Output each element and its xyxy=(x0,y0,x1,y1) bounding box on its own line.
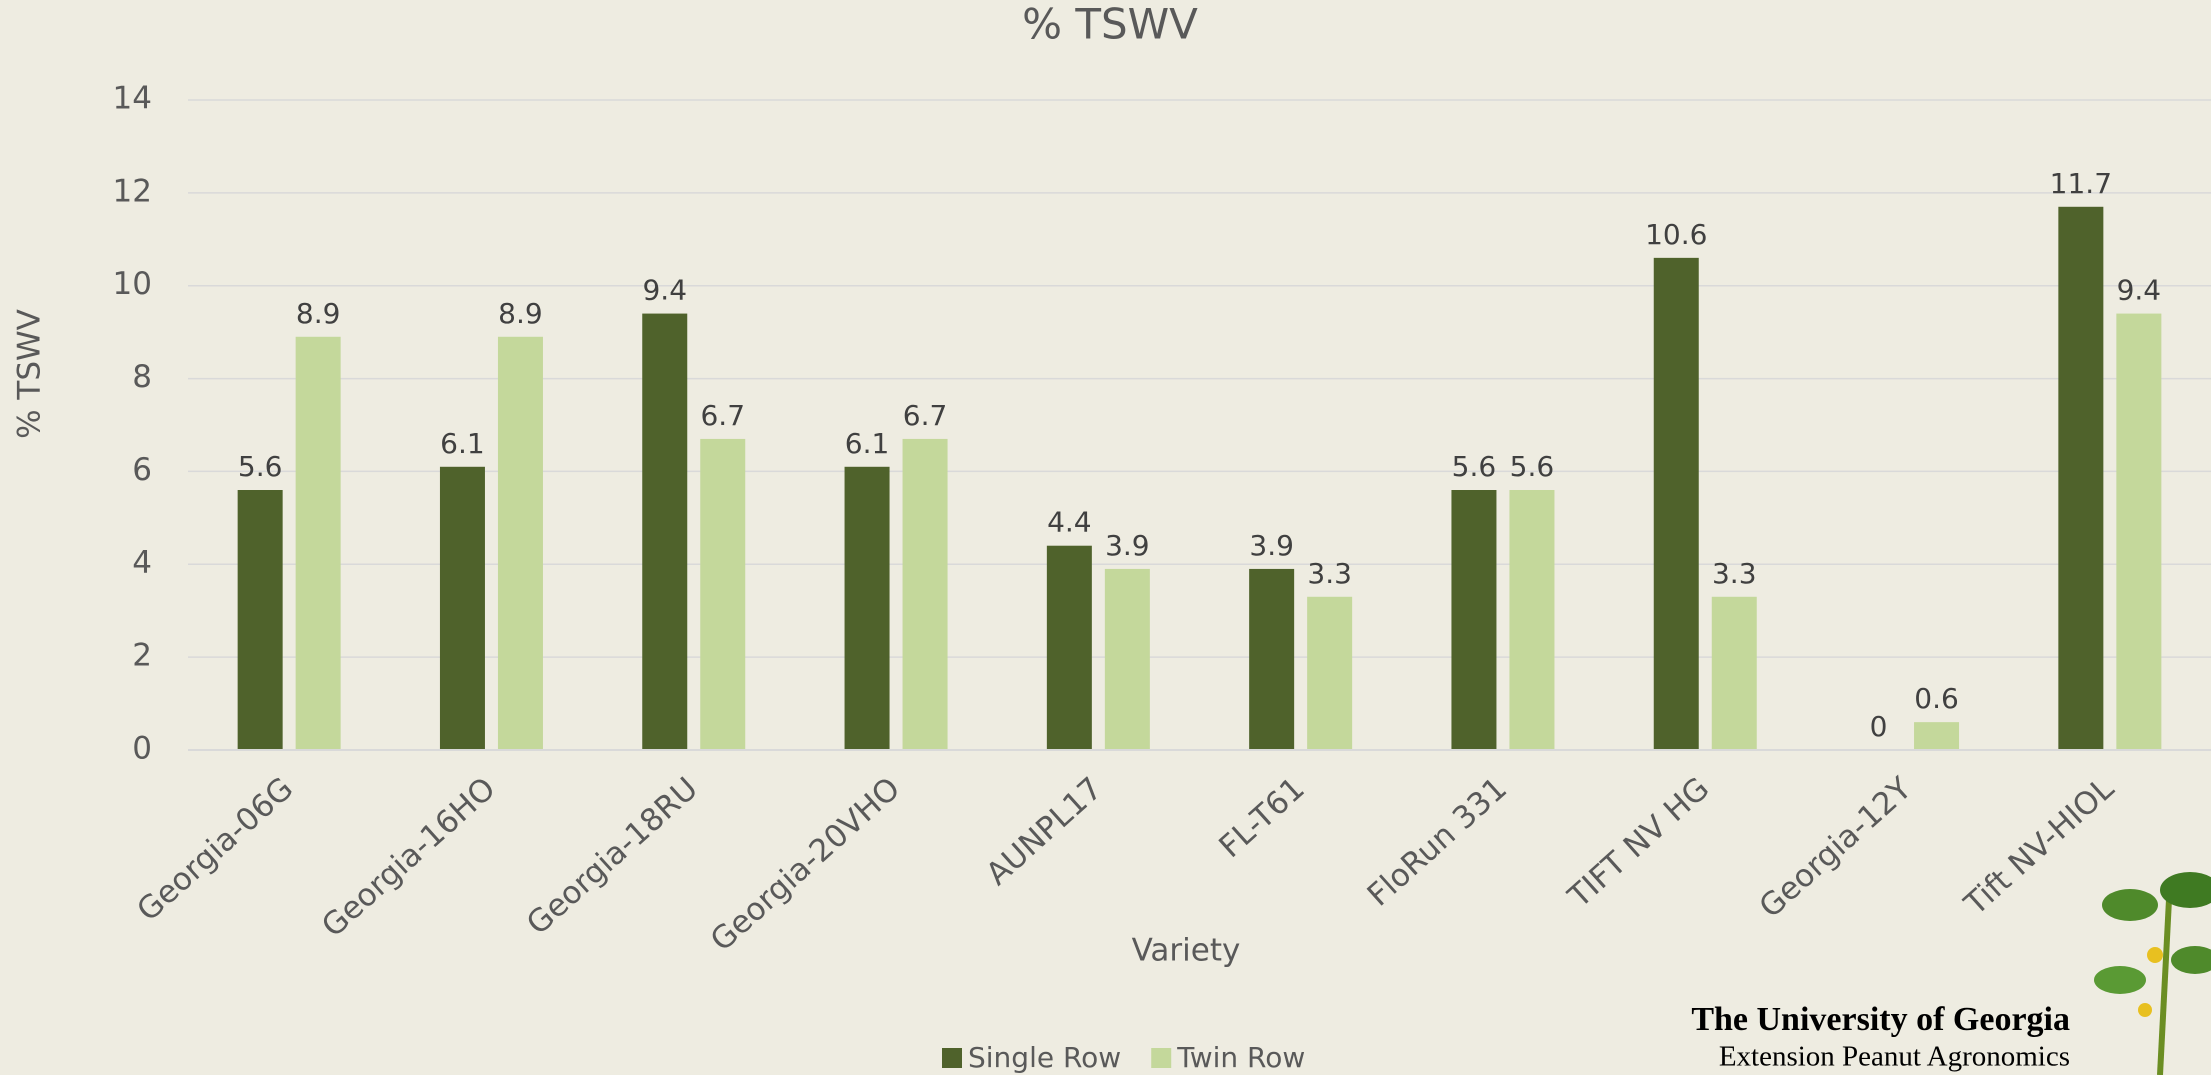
data-label: 6.1 xyxy=(845,427,890,460)
x-tick-label: Georgia-20VHO xyxy=(704,771,907,959)
legend-label: Twin Row xyxy=(1176,1041,1305,1074)
y-axis-title: % TSWV xyxy=(12,309,48,439)
bar xyxy=(498,337,543,750)
bar xyxy=(1914,722,1959,750)
y-tick-label: 14 xyxy=(113,81,152,117)
bar xyxy=(845,467,890,750)
data-label: 0.6 xyxy=(1914,682,1959,715)
legend-swatch xyxy=(1151,1048,1171,1068)
bar xyxy=(1451,490,1496,750)
data-label: 3.9 xyxy=(1105,529,1150,562)
y-tick-label: 10 xyxy=(113,266,152,302)
data-label: 8.9 xyxy=(296,297,341,330)
data-label: 4.4 xyxy=(1047,506,1092,539)
bar xyxy=(1249,569,1294,750)
footer-subtitle: Extension Peanut Agronomics xyxy=(1719,1041,2070,1073)
data-label: 3.3 xyxy=(1712,557,1757,590)
bar xyxy=(642,314,687,750)
x-axis-title: Variety xyxy=(1132,933,1241,969)
x-tick-label: Georgia-18RU xyxy=(520,771,705,943)
chart-title: % TSWV xyxy=(1022,0,1198,49)
legend-label: Single Row xyxy=(968,1041,1121,1074)
bar xyxy=(1654,258,1699,750)
data-label: 6.7 xyxy=(700,399,745,432)
y-tick-label: 6 xyxy=(132,452,152,488)
plant-decoration xyxy=(2094,872,2211,1075)
data-label: 11.7 xyxy=(2050,167,2112,200)
data-label: 6.1 xyxy=(440,427,485,460)
data-label: 5.6 xyxy=(238,450,283,483)
x-tick-label: FL-T61 xyxy=(1212,771,1311,866)
bar xyxy=(1047,546,1092,750)
chart: % TSWV % TSWV Variety The University of … xyxy=(0,0,2211,1075)
x-tick-label: TIFT NV HG xyxy=(1561,771,1716,916)
bar xyxy=(440,467,485,750)
x-tick-label: FloRun 331 xyxy=(1361,771,1514,914)
x-tick-label: Tift NV-HIOL xyxy=(1957,770,2121,923)
legend-swatch xyxy=(942,1048,962,1068)
bar xyxy=(903,439,948,750)
x-tick-label: Georgia-12Y xyxy=(1752,770,1918,925)
bar xyxy=(2116,314,2161,750)
data-label: 9.4 xyxy=(642,274,687,307)
y-tick-label: 12 xyxy=(113,173,152,209)
data-label: 3.3 xyxy=(1307,557,1352,590)
bar xyxy=(1105,569,1150,750)
data-label: 0 xyxy=(1870,710,1888,743)
bar xyxy=(238,490,283,750)
bar xyxy=(1307,597,1352,750)
bar xyxy=(700,439,745,750)
y-tick-label: 8 xyxy=(132,359,152,395)
bar xyxy=(2058,207,2103,750)
footer-title: The University of Georgia xyxy=(1691,1001,2070,1038)
x-tick-label: AUNPL17 xyxy=(979,771,1109,893)
data-label: 6.7 xyxy=(903,399,948,432)
y-tick-label: 2 xyxy=(132,638,152,674)
y-tick-label: 0 xyxy=(132,731,152,767)
bar xyxy=(296,337,341,750)
data-label: 10.6 xyxy=(1645,218,1707,251)
data-label: 9.4 xyxy=(2117,274,2162,307)
bar xyxy=(1712,597,1757,750)
data-label: 3.9 xyxy=(1249,529,1294,562)
data-label: 8.9 xyxy=(498,297,543,330)
bar xyxy=(1509,490,1554,750)
y-tick-label: 4 xyxy=(132,545,152,581)
x-tick-label: Georgia-06G xyxy=(130,771,300,929)
data-label: 5.6 xyxy=(1510,450,1555,483)
data-label: 5.6 xyxy=(1452,450,1497,483)
x-tick-label: Georgia-16HO xyxy=(315,771,503,945)
